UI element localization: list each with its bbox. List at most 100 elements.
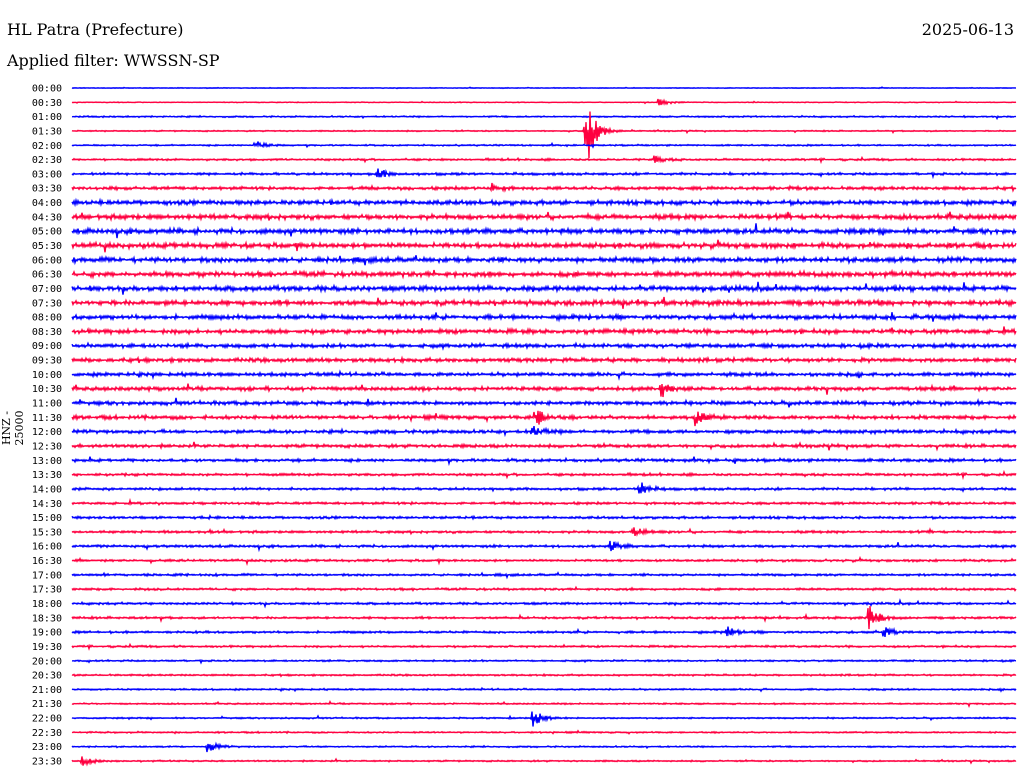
row-time-label: 12:00 bbox=[32, 427, 62, 438]
row-time-label: 22:30 bbox=[32, 728, 62, 739]
row-time-label: 19:30 bbox=[32, 642, 62, 653]
row-time-label: 23:00 bbox=[32, 742, 62, 753]
row-time-label: 23:30 bbox=[32, 757, 62, 768]
row-time-label: 11:30 bbox=[32, 413, 62, 424]
seismic-trace-row bbox=[71, 555, 1017, 567]
row-time-label: 05:00 bbox=[32, 227, 62, 238]
row-time-label: 21:00 bbox=[32, 685, 62, 696]
seismic-trace-row bbox=[71, 239, 1017, 253]
row-time-label: 21:30 bbox=[32, 699, 62, 710]
row-time-label: 17:30 bbox=[32, 585, 62, 596]
seismic-trace-row bbox=[71, 397, 1017, 408]
seismic-trace-row bbox=[71, 527, 1017, 537]
row-time-label: 01:00 bbox=[32, 112, 62, 123]
row-time-label: 18:30 bbox=[32, 613, 62, 624]
row-time-label: 04:00 bbox=[32, 198, 62, 209]
row-time-label: 11:00 bbox=[32, 399, 62, 410]
seismic-trace-row bbox=[71, 606, 1017, 630]
seismic-trace-row bbox=[71, 513, 1017, 521]
seismic-trace-row bbox=[71, 197, 1017, 208]
seismic-trace-row bbox=[71, 296, 1017, 309]
date-label: 2025-06-13 bbox=[921, 20, 1014, 39]
row-time-label: 00:00 bbox=[32, 84, 62, 95]
seismic-trace-row bbox=[71, 686, 1017, 693]
row-time-label: 08:30 bbox=[32, 327, 62, 338]
row-time-label: 07:00 bbox=[32, 284, 62, 295]
row-time-label: 22:00 bbox=[32, 714, 62, 725]
seismic-trace-row bbox=[71, 729, 1017, 735]
row-time-label: 02:30 bbox=[32, 155, 62, 166]
seismic-trace-row bbox=[71, 540, 1017, 553]
row-time-label: 15:00 bbox=[32, 513, 62, 524]
row-time-label: 15:30 bbox=[32, 527, 62, 538]
seismic-trace-row bbox=[71, 341, 1017, 351]
row-time-label: 14:30 bbox=[32, 499, 62, 510]
seismic-trace-row bbox=[71, 700, 1017, 709]
seismic-trace-row bbox=[71, 410, 1017, 427]
seismic-trace-row bbox=[71, 254, 1017, 266]
seismic-trace-row bbox=[71, 383, 1017, 398]
seismic-trace-row bbox=[71, 98, 1017, 106]
row-time-label: 14:00 bbox=[32, 484, 62, 495]
seismic-trace-row bbox=[71, 425, 1017, 438]
seismic-trace-row bbox=[71, 658, 1017, 665]
row-time-label: 20:30 bbox=[32, 671, 62, 682]
row-time-label: 16:00 bbox=[32, 542, 62, 553]
row-time-label: 01:30 bbox=[32, 126, 62, 137]
row-time-label: 00:30 bbox=[32, 98, 62, 109]
seismic-trace-row bbox=[71, 741, 1017, 753]
seismic-trace-row bbox=[71, 182, 1017, 193]
seismic-trace-row bbox=[71, 585, 1017, 593]
row-time-label: 06:00 bbox=[32, 255, 62, 266]
row-time-label: 18:00 bbox=[32, 599, 62, 610]
row-time-label: 13:30 bbox=[32, 470, 62, 481]
row-time-label: 02:00 bbox=[32, 141, 62, 152]
seismic-trace-row bbox=[71, 711, 1017, 727]
row-time-label: 16:30 bbox=[32, 556, 62, 567]
seismic-trace-row bbox=[71, 111, 1017, 159]
row-time-label: 03:00 bbox=[32, 169, 62, 180]
seismic-trace-row bbox=[71, 642, 1017, 651]
seismic-trace-row bbox=[71, 598, 1017, 609]
seismic-trace-row bbox=[71, 155, 1017, 165]
seismic-trace-row bbox=[71, 571, 1017, 580]
seismic-trace-row bbox=[71, 86, 1017, 90]
row-time-label: 09:00 bbox=[32, 341, 62, 352]
row-time-label: 10:30 bbox=[32, 384, 62, 395]
seismic-trace-row bbox=[71, 456, 1017, 467]
seismic-trace-row bbox=[71, 311, 1017, 323]
filter-label: Applied filter: WWSSN-SP bbox=[7, 51, 220, 70]
seismic-trace-row bbox=[71, 626, 1017, 638]
seismic-trace-row bbox=[71, 168, 1017, 180]
seismic-trace-row bbox=[71, 281, 1017, 295]
seismic-trace-row bbox=[71, 469, 1017, 481]
row-time-label: 12:30 bbox=[32, 441, 62, 452]
row-time-label: 06:30 bbox=[32, 270, 62, 281]
row-time-label: 09:30 bbox=[32, 356, 62, 367]
row-time-label: 08:00 bbox=[32, 313, 62, 324]
seismic-trace-row bbox=[71, 756, 1017, 767]
row-time-label: 20:00 bbox=[32, 656, 62, 667]
row-time-label: 05:30 bbox=[32, 241, 62, 252]
seismic-trace-row bbox=[71, 369, 1017, 381]
row-time-label: 17:00 bbox=[32, 570, 62, 581]
seismic-trace-row bbox=[71, 114, 1017, 121]
row-time-label: 13:00 bbox=[32, 456, 62, 467]
row-time-label: 03:30 bbox=[32, 184, 62, 195]
row-time-label: 19:00 bbox=[32, 628, 62, 639]
seismic-trace-row bbox=[71, 355, 1017, 365]
row-time-label: 10:00 bbox=[32, 370, 62, 381]
seismic-trace-row bbox=[71, 672, 1017, 678]
row-time-label: 04:30 bbox=[32, 212, 62, 223]
seismic-trace-row bbox=[71, 482, 1017, 494]
row-time-label: 07:30 bbox=[32, 298, 62, 309]
seismic-trace-row bbox=[71, 141, 1017, 149]
seismic-trace-row bbox=[71, 441, 1017, 452]
seismic-trace-row bbox=[71, 211, 1017, 223]
seismic-trace-row bbox=[71, 268, 1017, 280]
seismic-trace-row bbox=[71, 223, 1017, 239]
seismic-trace-row bbox=[71, 326, 1017, 337]
station-title: HL Patra (Prefecture) bbox=[7, 20, 184, 39]
seismic-trace-row bbox=[71, 497, 1017, 507]
